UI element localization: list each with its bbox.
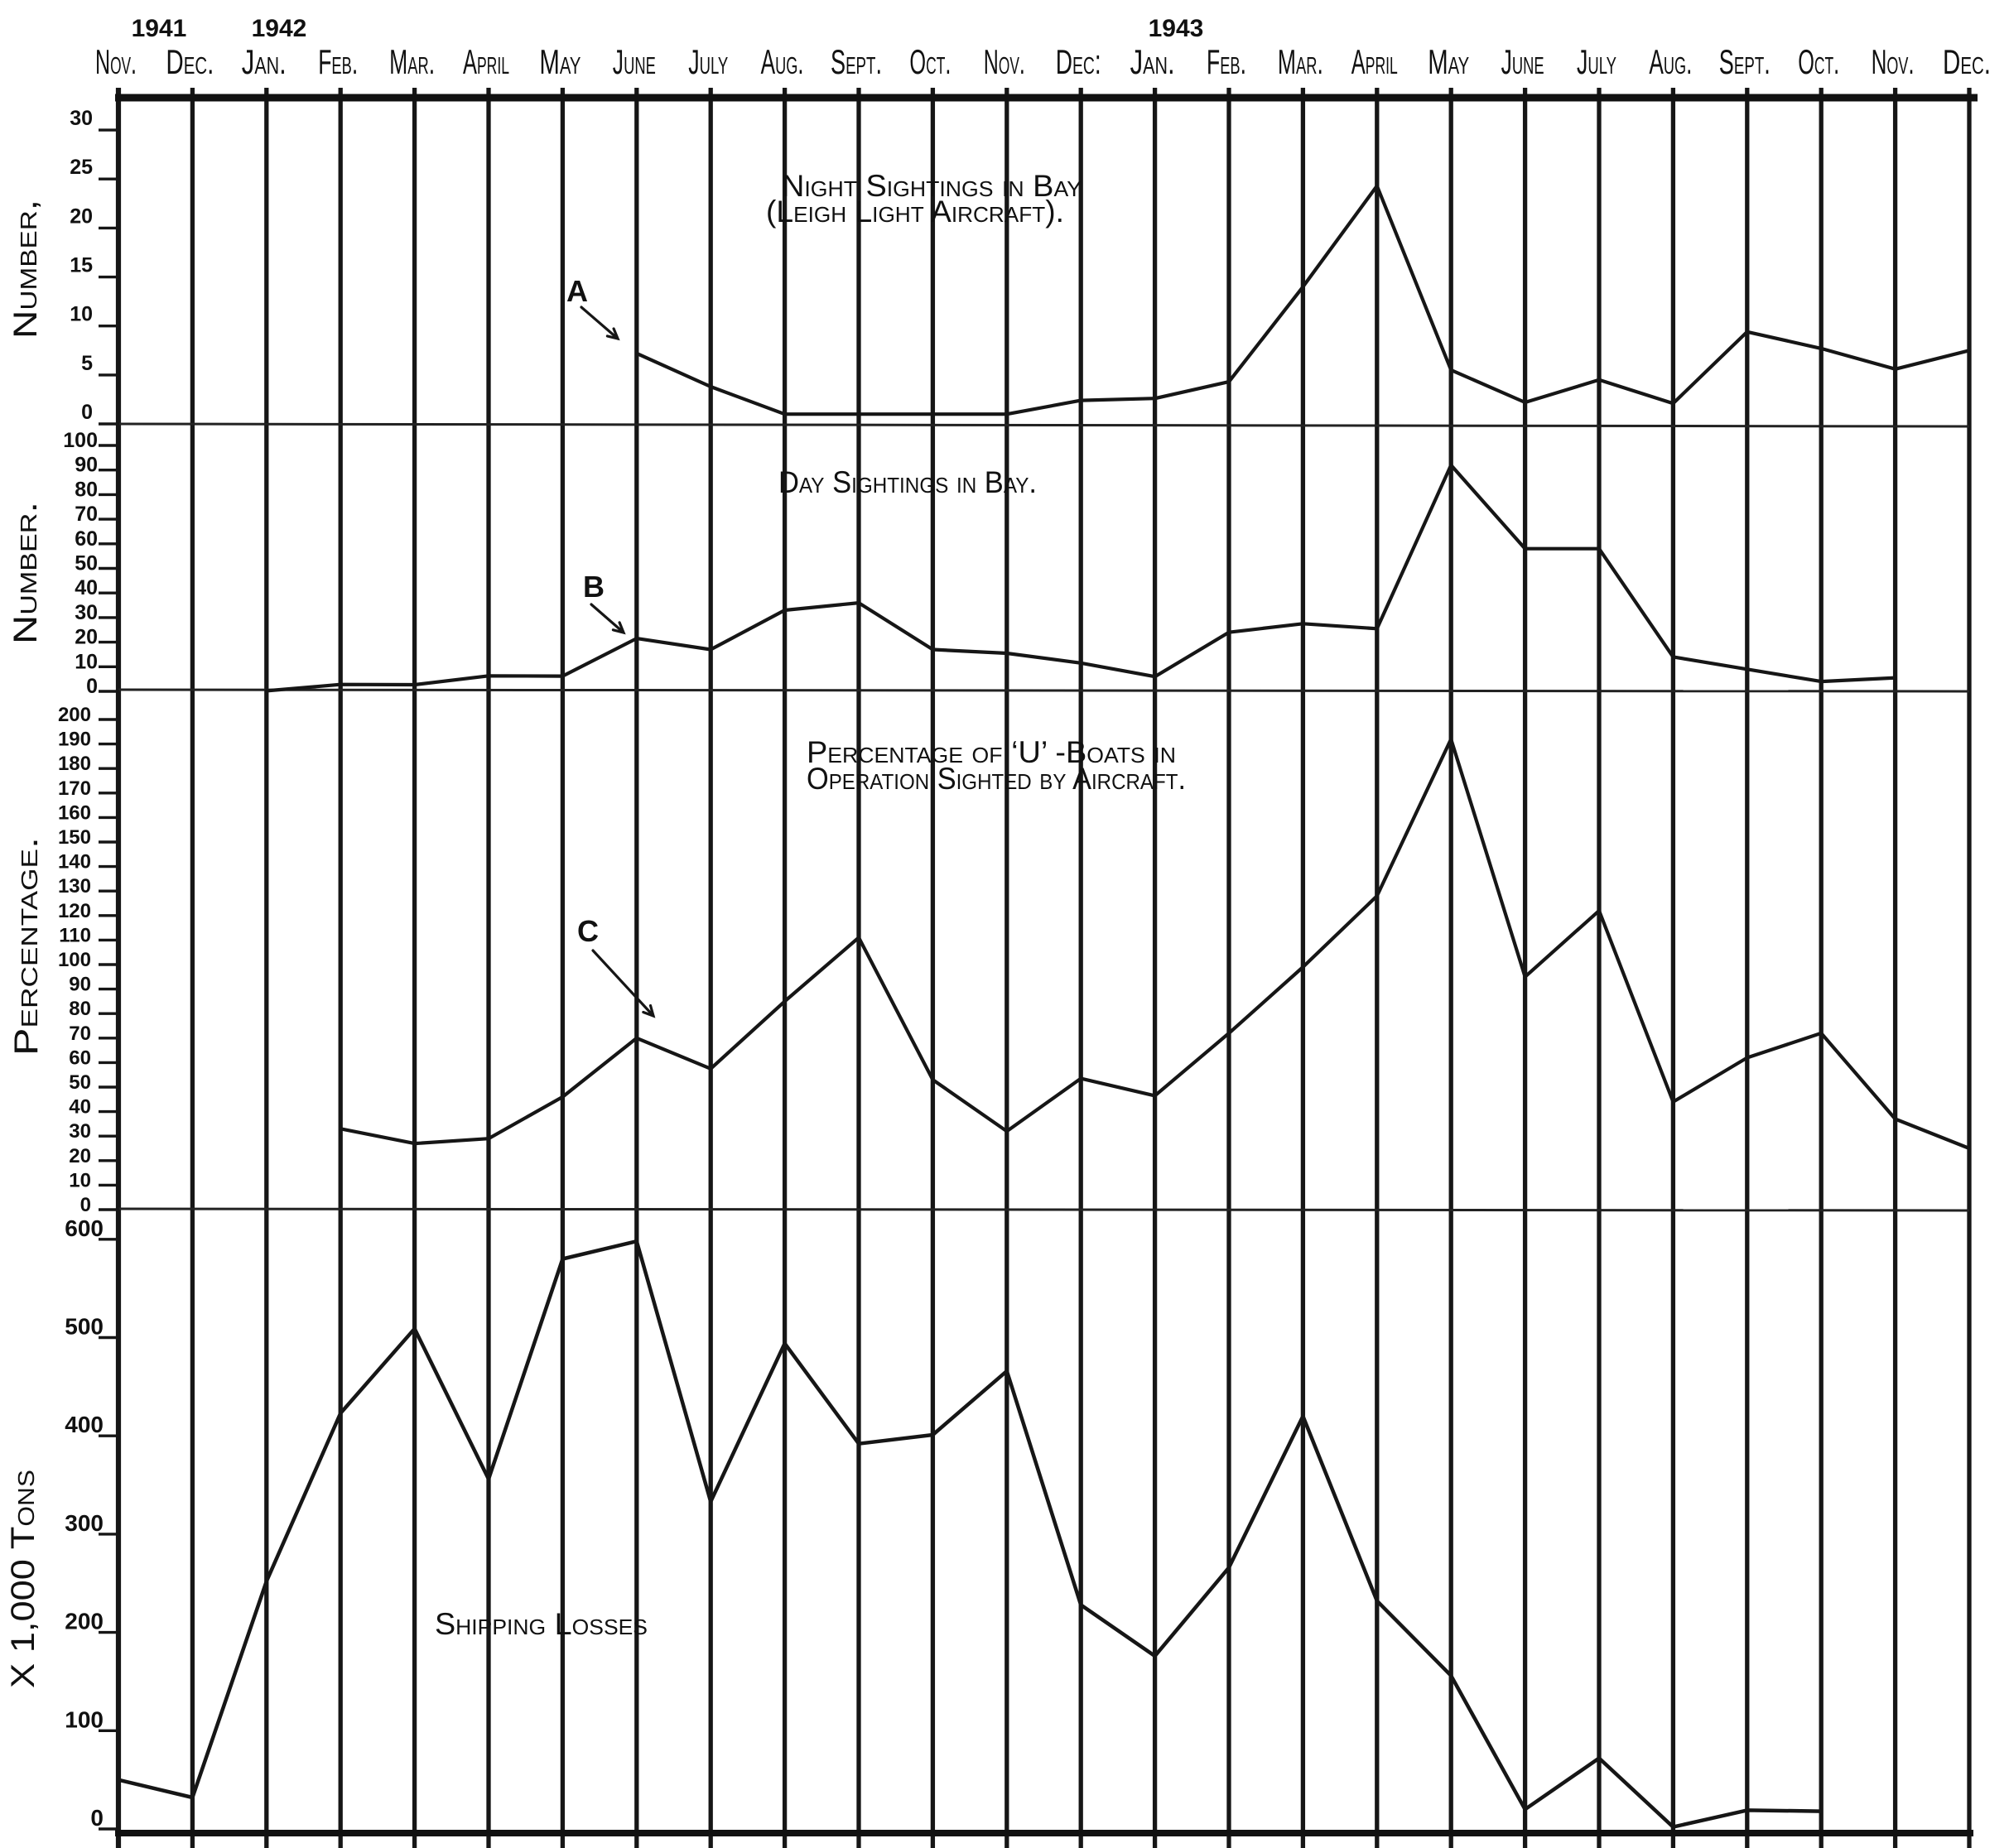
svg-text:170: 170: [58, 777, 91, 800]
svg-text:C: C: [577, 914, 599, 948]
svg-text:20: 20: [69, 1145, 91, 1167]
svg-text:0: 0: [86, 675, 98, 698]
svg-text:5: 5: [81, 352, 93, 375]
svg-text:100: 100: [58, 949, 91, 971]
svg-text:1942: 1942: [252, 15, 307, 42]
svg-text:June: June: [1501, 42, 1544, 81]
svg-text:May: May: [539, 42, 581, 81]
svg-text:500: 500: [65, 1314, 104, 1340]
svg-text:0: 0: [81, 401, 93, 424]
svg-text:110: 110: [59, 924, 91, 946]
svg-text:90: 90: [75, 454, 98, 477]
svg-text:20: 20: [70, 205, 93, 228]
svg-text:70: 70: [75, 503, 98, 526]
svg-text:Dec.: Dec.: [1943, 42, 1991, 81]
svg-text:Day Sightings in Bay.: Day Sightings in Bay.: [778, 465, 1037, 499]
svg-text:120: 120: [58, 900, 91, 922]
svg-text:Percentage.: Percentage.: [8, 837, 45, 1056]
svg-text:10: 10: [75, 650, 98, 673]
svg-text:Shipping Losses: Shipping Losses: [435, 1607, 648, 1641]
svg-text:Dec.: Dec.: [166, 42, 214, 81]
svg-text:10: 10: [70, 303, 93, 326]
svg-text:Oct.: Oct.: [1798, 42, 1839, 81]
svg-text:60: 60: [69, 1047, 91, 1069]
svg-text:0: 0: [80, 1194, 91, 1216]
svg-text:May: May: [1428, 42, 1469, 81]
svg-text:Nov.: Nov.: [1872, 42, 1915, 81]
svg-text:200: 200: [58, 704, 91, 726]
svg-text:X 1,000 Tons: X 1,000 Tons: [5, 1470, 41, 1688]
svg-text:200: 200: [65, 1609, 104, 1634]
svg-text:(Leigh Light Aircraft).: (Leigh Light Aircraft).: [766, 195, 1064, 229]
svg-text:Number,: Number,: [7, 200, 44, 339]
svg-text:130: 130: [58, 875, 91, 898]
svg-text:Sept.: Sept.: [831, 42, 882, 81]
svg-text:300: 300: [65, 1510, 104, 1536]
svg-text:Feb.: Feb.: [1207, 42, 1246, 81]
svg-text:Sept.: Sept.: [1719, 42, 1771, 81]
svg-text:B: B: [583, 570, 605, 604]
svg-text:Number.: Number.: [7, 502, 44, 644]
svg-text:30: 30: [70, 107, 93, 130]
svg-text:40: 40: [69, 1096, 91, 1119]
svg-text:July: July: [1577, 42, 1616, 81]
svg-text:20: 20: [75, 626, 98, 649]
svg-text:Percentage of ‘U’ -Boats in: Percentage of ‘U’ -Boats in: [807, 735, 1176, 769]
svg-text:140: 140: [58, 851, 91, 873]
svg-text:40: 40: [75, 576, 98, 599]
svg-text:Oct.: Oct.: [909, 42, 951, 81]
svg-text:600: 600: [65, 1215, 104, 1241]
svg-text:April: April: [1351, 42, 1398, 81]
svg-text:Nov.: Nov.: [95, 42, 137, 81]
svg-text:80: 80: [69, 998, 91, 1020]
svg-text:100: 100: [65, 1706, 104, 1732]
svg-text:30: 30: [75, 601, 98, 624]
svg-text:15: 15: [70, 254, 93, 277]
svg-text:Feb.: Feb.: [318, 42, 358, 81]
svg-text:April: April: [463, 42, 509, 81]
svg-text:150: 150: [58, 826, 91, 849]
svg-text:Mar.: Mar.: [389, 42, 435, 81]
svg-text:180: 180: [58, 753, 91, 775]
svg-text:160: 160: [58, 801, 91, 824]
svg-text:Night Sightings in Bay: Night Sightings in Bay: [782, 169, 1082, 203]
svg-text:25: 25: [70, 156, 93, 179]
svg-text:1943: 1943: [1149, 15, 1204, 42]
svg-text:50: 50: [75, 552, 98, 575]
svg-text:July: July: [688, 42, 728, 81]
svg-text:190: 190: [58, 729, 91, 751]
svg-text:Jan.: Jan.: [242, 42, 287, 81]
svg-text:Operation Sighted by Aircraft.: Operation Sighted by Aircraft.: [807, 762, 1186, 796]
svg-text:50: 50: [69, 1071, 91, 1094]
svg-text:A: A: [566, 274, 588, 308]
svg-text:0: 0: [90, 1805, 104, 1831]
svg-text:Nov.: Nov.: [984, 42, 1025, 81]
svg-text:400: 400: [65, 1412, 104, 1437]
svg-text:100: 100: [63, 429, 98, 452]
svg-text:Aug.: Aug.: [1649, 42, 1692, 81]
svg-text:60: 60: [75, 527, 98, 551]
svg-text:1941: 1941: [132, 15, 187, 42]
svg-text:Jan.: Jan.: [1130, 42, 1175, 81]
svg-text:80: 80: [75, 478, 98, 501]
svg-text:Aug.: Aug.: [761, 42, 804, 81]
svg-text:Dec:: Dec:: [1056, 42, 1101, 81]
svg-text:10: 10: [69, 1169, 91, 1191]
svg-text:90: 90: [69, 974, 91, 996]
svg-text:30: 30: [69, 1120, 91, 1143]
svg-text:Mar.: Mar.: [1278, 42, 1323, 81]
svg-text:70: 70: [69, 1023, 91, 1045]
svg-text:June: June: [613, 42, 656, 81]
